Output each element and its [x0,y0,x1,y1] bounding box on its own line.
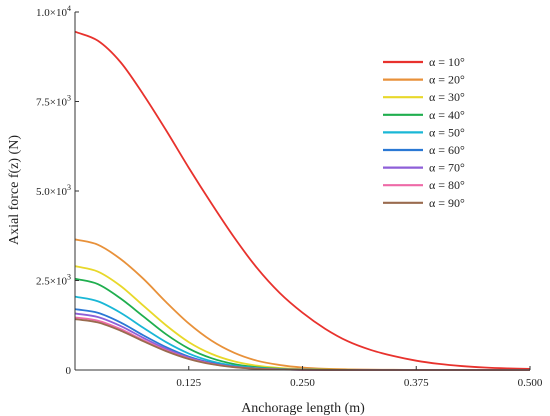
series-line-4 [74,277,530,371]
legend-label-1: α = 10° [429,55,465,69]
x-tick-label: 0.375 [404,377,429,389]
x-tick-label: 0.250 [290,377,315,389]
legend: α = 10° α = 20° α = 30° α = 40° α = 50° α = 6… [383,55,465,210]
y-tick-label: 5.0×103 [36,183,71,198]
y-tick-label: 0 [66,365,72,377]
legend-label-6: α = 60° [429,143,465,157]
series-line-5 [74,295,530,371]
legend-label-9: α = 90° [429,196,465,210]
legend-label-3: α = 30° [429,90,465,104]
x-axis-title: Anchorage length (m) [241,401,365,416]
legend-label-5: α = 50° [429,125,465,139]
legend-label-4: α = 40° [429,108,465,122]
axes: 0.125 0.250 0.375 0.500 0 2.5×103 5.0×103 7.5×1… [36,4,543,389]
legend-label-7: α = 70° [429,161,465,175]
legend-label-8: α = 80° [429,178,465,192]
y-axis-title: Axial force f(z) (N) [7,135,22,245]
legend-label-2: α = 20° [429,73,465,87]
series-line-8 [74,316,530,371]
series-line-1 [74,30,531,370]
y-tick-label: 7.5×103 [36,94,71,109]
x-tick-label: 0.500 [518,377,543,389]
x-tick-label: 0.125 [176,377,201,389]
y-tick-label: 2.5×103 [36,273,71,288]
series-line-3 [74,265,530,371]
y-tick-label: 1.0×104 [36,4,71,19]
